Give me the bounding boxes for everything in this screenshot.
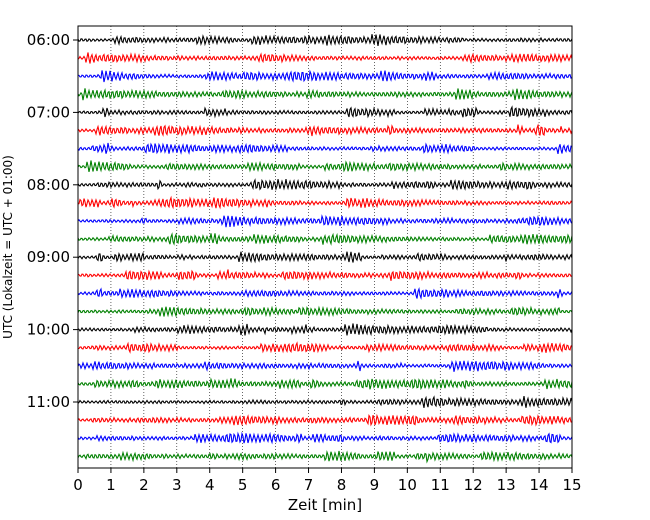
- x-tick-label: 1: [106, 476, 116, 494]
- x-tick-label: 9: [370, 476, 380, 494]
- trace-line: [77, 52, 573, 65]
- trace-line: [77, 305, 573, 318]
- plot-frame: [77, 25, 573, 469]
- x-axis: 0 1 2 3 4 5 6 7 8 9 10 11 12 13 14 15: [73, 468, 582, 494]
- trace-line: [77, 431, 573, 445]
- y-axis: 06:00 07:00 08:00 09:00 10:00 11:00: [27, 31, 78, 411]
- x-tick-label: 0: [73, 476, 83, 494]
- trace-line: [77, 287, 573, 301]
- x-tick-label: 2: [139, 476, 149, 494]
- x-tick-label: 13: [497, 476, 516, 494]
- y-axis-title: UTC (Lokalzeit = UTC + 01:00): [1, 155, 15, 339]
- trace-line: [77, 359, 573, 372]
- x-axis-title: Zeit [min]: [288, 496, 362, 514]
- trace-line: [77, 195, 573, 210]
- trace-line: [77, 34, 573, 47]
- x-tick-label: 6: [271, 476, 281, 494]
- trace-line: [77, 413, 573, 427]
- x-tick-label: 4: [205, 476, 215, 494]
- x-tick-label: 10: [398, 476, 417, 494]
- x-tick-label: 5: [238, 476, 248, 494]
- y-tick-label: 10:00: [27, 321, 70, 339]
- y-tick-label: 09:00: [27, 248, 70, 266]
- trace-line: [77, 251, 573, 264]
- x-tick-label: 3: [172, 476, 182, 494]
- trace-line: [77, 160, 573, 173]
- x-tick-label: 11: [431, 476, 450, 494]
- trace-line: [77, 341, 573, 354]
- x-tick-label: 8: [337, 476, 347, 494]
- x-tick-label: 14: [530, 476, 549, 494]
- trace-line: [77, 123, 573, 137]
- trace-line: [77, 232, 573, 246]
- trace-group: [77, 34, 573, 464]
- y-tick-label: 06:00: [27, 31, 70, 49]
- y-tick-label: 11:00: [27, 393, 70, 411]
- x-tick-label: 12: [464, 476, 483, 494]
- trace-line: [77, 88, 573, 101]
- trace-line: [77, 377, 573, 391]
- trace-line: [77, 214, 573, 228]
- x-tick-label: 15: [562, 476, 581, 494]
- trace-line: [77, 450, 573, 464]
- trace-line: [77, 69, 573, 83]
- x-tick-label: 7: [304, 476, 314, 494]
- trace-line: [77, 142, 573, 155]
- trace-line: [77, 178, 573, 192]
- plot-background: [78, 26, 572, 468]
- trace-line: [77, 323, 573, 337]
- trace-line: [77, 269, 573, 282]
- trace-line: [77, 395, 573, 409]
- y-tick-label: 07:00: [27, 103, 70, 121]
- trace-line: [77, 105, 573, 119]
- y-tick-label: 08:00: [27, 176, 70, 194]
